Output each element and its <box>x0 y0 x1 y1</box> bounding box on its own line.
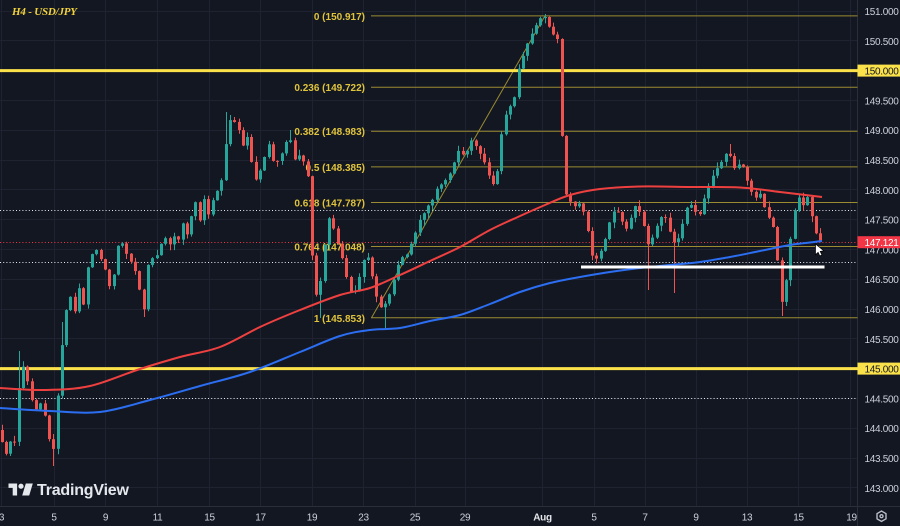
svg-text:0.382 (148.983): 0.382 (148.983) <box>294 127 365 138</box>
svg-text:145.500: 145.500 <box>865 335 900 346</box>
svg-text:9: 9 <box>693 513 699 524</box>
svg-text:9: 9 <box>103 513 109 524</box>
svg-text:29: 29 <box>460 513 471 524</box>
svg-text:15: 15 <box>793 513 804 524</box>
svg-text:0.5 (148.385): 0.5 (148.385) <box>306 163 366 174</box>
svg-text:H4 - USD/JPY: H4 - USD/JPY <box>11 6 78 18</box>
svg-text:23: 23 <box>358 513 369 524</box>
svg-text:151.000: 151.000 <box>865 7 900 18</box>
svg-text:0.618 (147.787): 0.618 (147.787) <box>294 199 365 210</box>
svg-text:Aug: Aug <box>533 513 552 524</box>
svg-text:145.000: 145.000 <box>865 365 900 376</box>
svg-text:0 (150.917): 0 (150.917) <box>314 12 365 23</box>
svg-text:7: 7 <box>642 513 648 524</box>
svg-text:1 (145.853): 1 (145.853) <box>314 314 365 325</box>
svg-text:19: 19 <box>846 513 857 524</box>
svg-text:17: 17 <box>255 513 266 524</box>
svg-text:144.500: 144.500 <box>865 394 900 405</box>
svg-text:146.000: 146.000 <box>865 305 900 316</box>
svg-text:5: 5 <box>51 513 57 524</box>
svg-text:3: 3 <box>0 513 5 524</box>
svg-text:25: 25 <box>410 513 421 524</box>
svg-text:15: 15 <box>204 513 215 524</box>
svg-text:143.000: 143.000 <box>865 484 900 495</box>
svg-text:150.000: 150.000 <box>865 67 900 78</box>
svg-text:147.121: 147.121 <box>865 238 900 249</box>
svg-text:TradingView: TradingView <box>37 482 130 499</box>
svg-text:148.500: 148.500 <box>865 156 900 167</box>
svg-text:149.000: 149.000 <box>865 126 900 137</box>
svg-text:0.236 (149.722): 0.236 (149.722) <box>294 83 365 94</box>
svg-text:143.500: 143.500 <box>865 454 900 465</box>
svg-text:11: 11 <box>153 513 164 524</box>
svg-text:149.500: 149.500 <box>865 96 900 107</box>
svg-text:19: 19 <box>307 513 318 524</box>
svg-text:147.500: 147.500 <box>865 216 900 227</box>
svg-text:144.000: 144.000 <box>865 424 900 435</box>
svg-text:148.000: 148.000 <box>865 186 900 197</box>
svg-text:13: 13 <box>742 513 753 524</box>
svg-text:5: 5 <box>591 513 597 524</box>
svg-text:146.500: 146.500 <box>865 275 900 286</box>
svg-text:150.500: 150.500 <box>865 37 900 48</box>
svg-text:147.000: 147.000 <box>865 245 900 256</box>
